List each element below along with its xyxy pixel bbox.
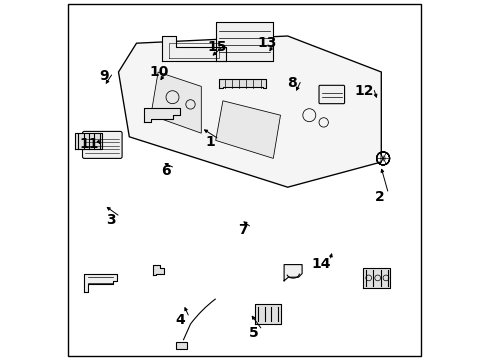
Polygon shape [84, 274, 117, 292]
Polygon shape [284, 265, 302, 281]
Polygon shape [162, 36, 226, 61]
Text: 8: 8 [287, 76, 297, 90]
Polygon shape [255, 304, 280, 324]
Polygon shape [215, 101, 280, 158]
Text: 4: 4 [175, 314, 185, 327]
Text: 1: 1 [205, 135, 215, 149]
Polygon shape [152, 265, 163, 275]
Text: 12: 12 [354, 84, 373, 98]
Polygon shape [363, 268, 389, 288]
Polygon shape [143, 108, 179, 122]
Text: 7: 7 [237, 224, 247, 237]
Polygon shape [75, 133, 102, 149]
Text: 3: 3 [106, 213, 116, 226]
Text: 9: 9 [99, 69, 109, 82]
Polygon shape [219, 79, 265, 88]
Circle shape [380, 156, 385, 161]
Text: 11: 11 [79, 137, 99, 151]
Text: 13: 13 [257, 36, 276, 50]
Polygon shape [215, 22, 273, 61]
Text: 6: 6 [161, 164, 170, 178]
Text: 2: 2 [374, 190, 384, 203]
Text: 10: 10 [149, 65, 168, 79]
Polygon shape [151, 72, 201, 133]
Polygon shape [118, 36, 381, 187]
Text: 14: 14 [310, 257, 330, 270]
Bar [176, 342, 186, 349]
FancyBboxPatch shape [318, 85, 344, 104]
Text: 5: 5 [248, 326, 258, 340]
Text: 15: 15 [206, 40, 226, 54]
FancyBboxPatch shape [82, 131, 122, 158]
